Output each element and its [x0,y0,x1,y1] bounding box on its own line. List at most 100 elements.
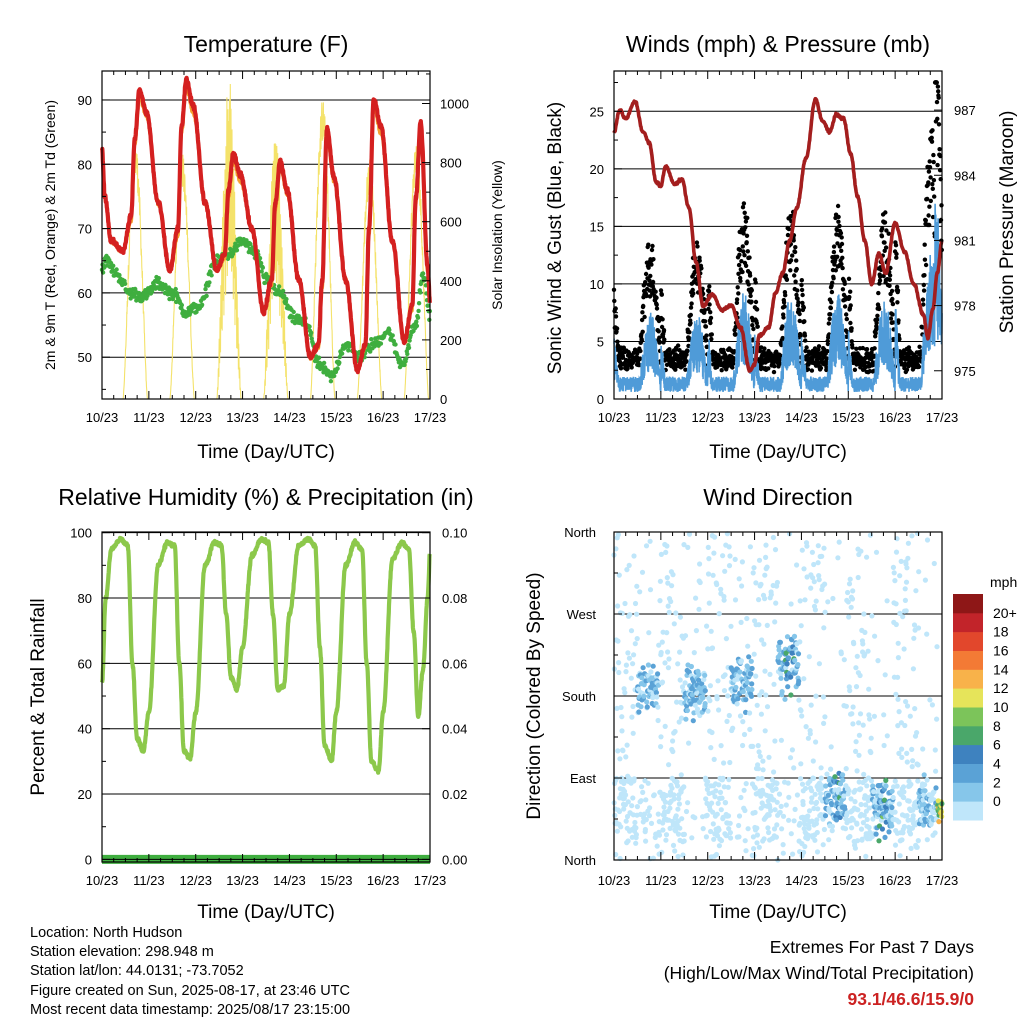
direction-point [901,789,907,795]
direction-point [858,826,865,832]
gust-point [780,335,785,341]
dewpoint-point [110,267,115,273]
extremes-values: 93.1/46.6/15.9/0 [847,989,975,1009]
direction-point [623,818,629,824]
direction-point [634,636,640,642]
gust-point [796,308,802,313]
x-tick-label: 14/23 [785,873,818,888]
gust-point [740,269,745,275]
direction-point [753,673,759,679]
direction-point [732,556,738,563]
direction-point [805,813,811,819]
direction-point [679,816,685,822]
direction-point [852,845,859,851]
y-tick-label: 40 [78,722,92,737]
direction-point [909,764,915,770]
direction-point [914,844,920,850]
direction-point [720,553,726,559]
direction-point [710,809,716,815]
direction-point [717,789,724,796]
y-tick-label: 90 [78,93,92,108]
gust-point [695,244,700,249]
direction-point [737,669,743,675]
gust-point [730,365,735,370]
direction-point [803,724,809,730]
gust-point [835,254,840,259]
direction-point [614,828,621,834]
dewpoint-point [207,280,212,285]
direction-point [736,822,742,829]
direction-point [754,832,761,838]
direction-point [683,808,690,815]
direction-point [670,748,676,755]
direction-point [791,818,797,824]
y-tick-label: 60 [78,286,92,301]
direction-point [858,786,864,792]
direction-point [645,780,651,786]
gust-point [835,241,840,246]
gust-point [894,284,900,290]
gust-point [699,266,704,271]
x-tick-label: 10/23 [598,873,631,888]
gust-point [931,152,936,158]
direction-point [904,759,910,765]
y-axis-label: Sonic Wind & Gust (Blue, Black) [545,102,566,374]
y-tick-label: 50 [78,350,92,365]
direction-point [842,826,849,832]
direction-point [873,549,880,555]
gust-point [780,324,785,329]
direction-point [641,693,647,699]
direction-point [740,689,746,695]
direction-point [814,799,820,805]
direction-point [757,753,763,760]
gust-point [639,317,645,323]
gust-point [788,268,793,273]
direction-point [685,800,691,806]
gust-point [890,312,895,317]
direction-point [744,679,750,686]
direction-point [627,612,633,618]
gust-point [647,278,652,283]
gust-point [685,348,690,354]
legend-label: 12 [993,680,1009,696]
direction-point [822,813,829,819]
direction-point [758,581,764,587]
direction-point [676,801,683,807]
direction-point [743,848,749,854]
direction-point [913,588,919,594]
legend-swatch [953,763,983,783]
gust-point [732,349,737,354]
gust-point [799,287,805,293]
direction-point [763,542,769,548]
direction-point [716,611,722,617]
direction-point [816,577,822,583]
direction-point [630,661,636,667]
x-axis-label: Time (Day/UTC) [709,442,847,463]
gust-point [916,364,922,369]
y-axis-label: Direction (Colored By Speed) [524,572,545,819]
direction-point [671,621,677,627]
direction-point [760,767,766,773]
direction-point [749,681,755,687]
direction-point [772,547,779,553]
gust-point [697,258,702,263]
gust-point [927,204,932,209]
direction-point [864,554,870,560]
gust-point [840,287,846,292]
gust-point [920,297,926,302]
gust-point [791,238,796,243]
gust-point [828,312,833,317]
gust-point [794,266,799,272]
direction-point [810,758,816,764]
direction-point [742,838,748,844]
direction-point [826,837,832,843]
direction-point [895,655,902,661]
direction-point [703,796,709,802]
direction-point [792,806,798,813]
direction-point [882,672,888,678]
x-tick-label: 16/23 [879,873,912,888]
direction-point [628,628,635,634]
direction-point [670,738,676,744]
gust-point [827,316,832,322]
gust-point [704,344,710,349]
